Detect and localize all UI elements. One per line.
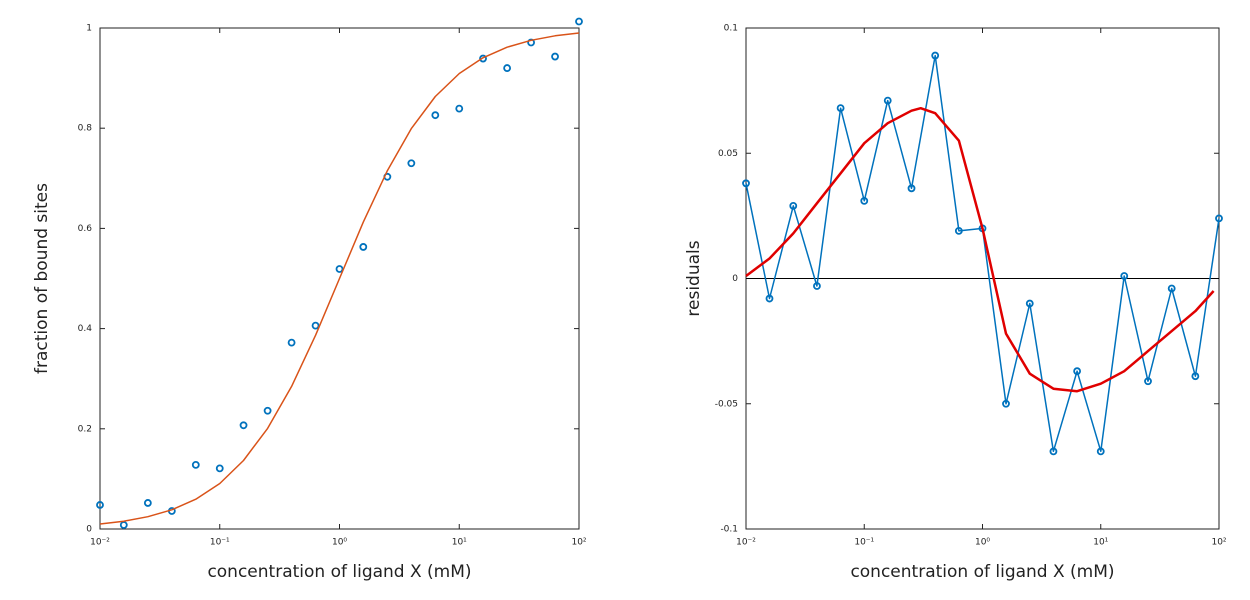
data-point: [1049, 447, 1058, 456]
y-tick-label: 0.8: [78, 124, 93, 134]
data-point: [954, 227, 963, 235]
data-point: [335, 265, 344, 273]
data-point: [287, 338, 296, 347]
x-tick-label: 10⁻²: [90, 538, 110, 548]
data-point: [907, 184, 916, 193]
data-point: [215, 464, 224, 473]
data-point: [1167, 284, 1176, 293]
x-tick-label: 10⁰: [975, 538, 990, 548]
x-tick-label: 10⁻¹: [854, 538, 874, 548]
data-point: [143, 499, 152, 507]
data-point: [742, 179, 750, 188]
data-point: [883, 96, 892, 105]
data-point: [575, 17, 583, 26]
y-tick-label: 0.05: [718, 149, 738, 159]
data-point: [1120, 272, 1129, 280]
y-tick-label: 0: [732, 274, 738, 284]
data-point: [407, 159, 416, 168]
y-tick-label: 0.1: [724, 24, 738, 34]
x-axis-label: concentration of ligand X (mM): [850, 562, 1114, 582]
y-tick-label: 0: [86, 525, 92, 535]
data-point: [1073, 367, 1082, 376]
data-line: [745, 54, 1220, 453]
y-tick-label: 1: [86, 24, 92, 34]
data-point: [1191, 372, 1200, 381]
data-point: [431, 111, 440, 120]
data-point: [1002, 399, 1010, 408]
y-tick-label: 0.2: [78, 424, 92, 434]
x-tick-label: 10⁻¹: [210, 538, 230, 548]
data-point: [836, 104, 845, 113]
data-point: [551, 52, 559, 61]
data-point: [1144, 377, 1152, 386]
data-point: [311, 321, 320, 330]
data-point: [239, 421, 248, 430]
x-tick-label: 10¹: [452, 538, 467, 548]
data-point: [119, 521, 128, 529]
y-tick-label: 0.6: [78, 224, 93, 234]
data-point: [527, 38, 535, 47]
x-tick-label: 10⁻²: [736, 538, 756, 548]
data-point: [1215, 214, 1223, 223]
y-tick-label: 0.4: [78, 324, 93, 334]
data-point: [1096, 447, 1105, 456]
data-point: [503, 64, 512, 72]
data-line: [745, 106, 1215, 393]
x-tick-label: 10¹: [1093, 538, 1108, 548]
data-line: [99, 32, 580, 525]
data-point: [860, 196, 869, 205]
data-point: [765, 294, 774, 303]
x-tick-label: 10⁰: [332, 538, 347, 548]
data-point: [263, 406, 272, 415]
data-point: [813, 282, 821, 290]
data-point: [455, 104, 464, 113]
x-axis-label: concentration of ligand X (mM): [207, 562, 471, 582]
x-tick-label: 10²: [571, 538, 586, 548]
data-point: [1025, 299, 1034, 308]
y-axis-label: fraction of bound sites: [32, 183, 52, 374]
y-tick-label: -0.1: [720, 525, 738, 535]
y-tick-label: -0.05: [715, 399, 738, 409]
data-point: [96, 501, 104, 509]
data-point: [359, 243, 368, 251]
data-point: [789, 201, 798, 210]
data-point: [479, 54, 487, 63]
data-point: [931, 51, 940, 60]
data-point: [191, 460, 200, 469]
y-axis-label: residuals: [684, 240, 704, 316]
x-tick-label: 10²: [1211, 538, 1226, 548]
